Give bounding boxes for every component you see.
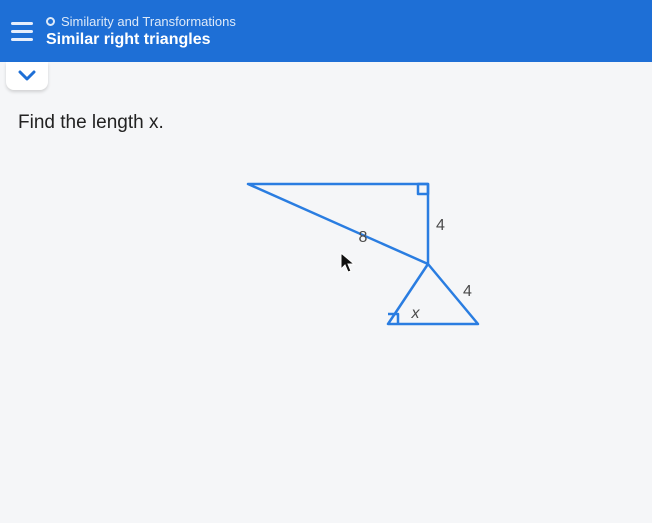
breadcrumb-label: Similarity and Transformations	[61, 14, 236, 29]
chevron-down-icon	[18, 70, 36, 82]
bullet-icon	[46, 17, 55, 26]
figure-container: 8 4 4 x	[18, 164, 634, 464]
breadcrumb: Similarity and Transformations	[46, 14, 236, 29]
menu-icon[interactable]	[8, 17, 36, 45]
question-prompt: Find the length x.	[18, 112, 634, 134]
header-text-block: Similarity and Transformations Similar r…	[46, 14, 236, 49]
svg-text:4: 4	[436, 217, 445, 234]
content-area: Find the length x. 8 4 4 x	[0, 90, 652, 486]
page-title: Similar right triangles	[46, 31, 236, 49]
svg-text:x: x	[411, 305, 421, 322]
svg-text:4: 4	[463, 283, 472, 300]
expand-toggle[interactable]	[6, 62, 48, 90]
svg-text:8: 8	[359, 229, 368, 246]
triangle-diagram: 8 4 4 x	[238, 164, 518, 364]
app-header: Similarity and Transformations Similar r…	[0, 0, 652, 62]
